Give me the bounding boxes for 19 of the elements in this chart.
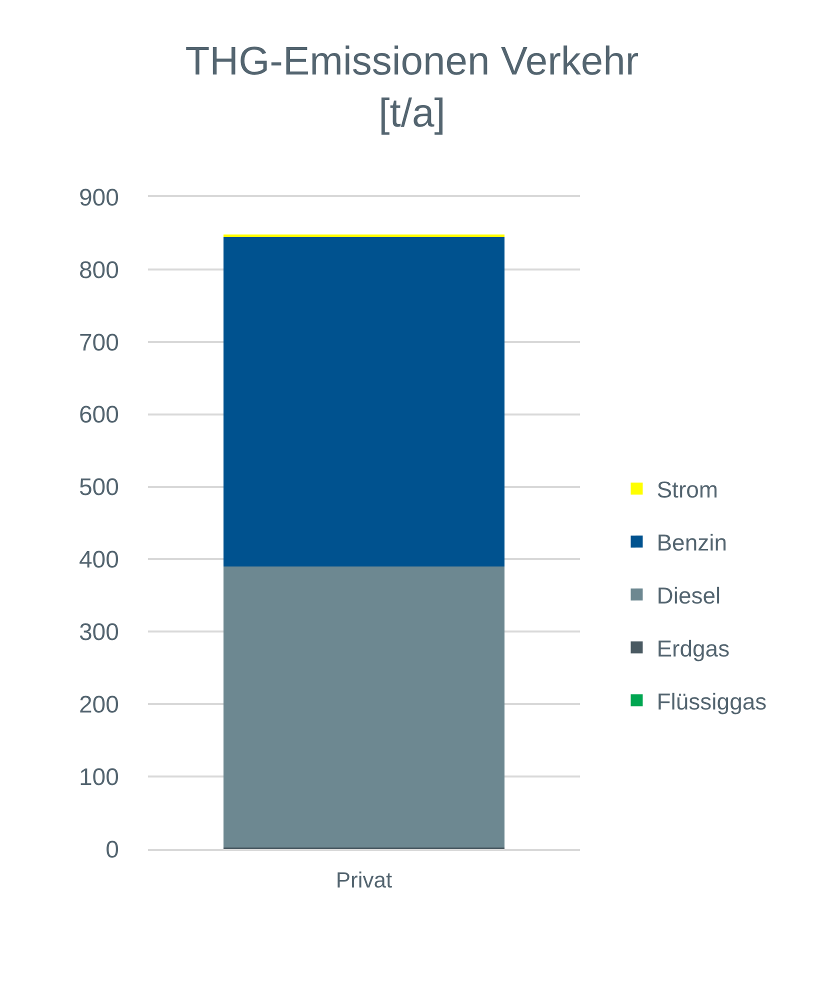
y-tick-label: 800 [78,256,119,284]
legend-label: Diesel [656,582,721,608]
y-tick-label: 600 [78,402,119,429]
legend-label: Flüssiggas [656,688,767,714]
y-tick-label: 900 [78,184,119,212]
y-tick-label: 300 [78,619,119,646]
legend-label: Strom [656,476,718,503]
bar [224,566,504,848]
legend-label: Erdgas [656,635,730,662]
y-tick-label: 100 [78,764,119,791]
y-tick-label: 0 [106,836,119,864]
y-tick-label: 500 [78,474,119,502]
chart-title: THG-Emissionen Verkehr [t/a] [185,40,639,136]
y-tick-label: 200 [78,692,119,719]
bar [224,236,504,566]
legend-label: Benzin [656,530,728,556]
y-tick-label: 700 [78,329,119,356]
y-tick-label: 400 [78,546,119,574]
x-tick-label: Privat [336,867,392,892]
